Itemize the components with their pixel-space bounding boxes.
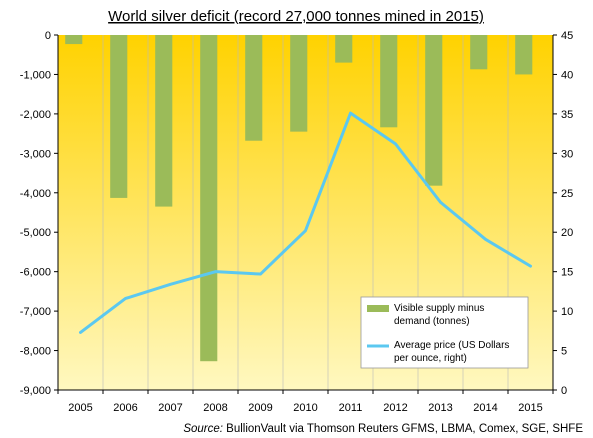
right-tick-label: 25 [561,188,573,200]
bar-2005 [65,35,83,45]
right-axis-ticks: 45 40 35 30 25 20 15 10 5 0 [553,30,573,397]
right-tick-label: 0 [561,385,567,397]
axes [57,35,554,391]
bar-2012 [380,35,398,128]
left-tick-label: -1,000 [20,69,51,81]
left-tick-label: -7,000 [20,306,51,318]
source-prefix: Source: [183,423,223,435]
x-tick-label-2007: 2007 [158,402,182,414]
legend-bar-label-2: demand (tonnes) [394,316,470,327]
right-tick-label: 45 [561,30,573,42]
legend-bar-swatch [367,305,389,312]
right-tick-label: 10 [561,306,573,318]
x-axis-ticks: 2005 2006 2007 2008 2009 2010 2011 2012 2013 2014… [57,390,554,414]
left-tick-label: -8,000 [20,346,51,358]
x-tick-label-2011: 2011 [339,402,363,414]
bar-2006 [110,35,128,198]
x-tick-label-2005: 2005 [68,402,92,414]
left-axis-ticks: 0 -1,000 -2,000 -3,000 -4,000 -5,000 -6,000 -7,… [20,30,58,397]
right-tick-label: 30 [561,148,573,160]
bar-2009 [245,35,263,141]
x-tick-label-2015: 2015 [518,402,542,414]
right-tick-label: 40 [561,69,573,81]
left-tick-label: 0 [45,30,51,42]
x-tick-label-2013: 2013 [428,402,452,414]
source-text: BullionVault via Thomson Reuters GFMS, L… [223,423,583,435]
legend: Visible supply minus demand (tonnes) Ave… [360,296,529,369]
x-tick-label-2012: 2012 [383,402,407,414]
chart-title: World silver deficit (record 27,000 tonn… [108,8,484,25]
legend-line-label-2: per ounce, right) [394,353,467,364]
bar-2007 [155,35,173,207]
bar-2010 [290,35,308,132]
left-tick-label: -6,000 [20,267,51,279]
left-tick-label: -9,000 [20,385,51,397]
bar-2014 [470,35,488,70]
x-tick-label-2006: 2006 [113,402,137,414]
source-note: Source: BullionVault via Thomson Reuters… [183,423,583,435]
bar-2013 [425,35,443,186]
right-tick-label: 35 [561,109,573,121]
right-tick-label: 15 [561,267,573,279]
x-tick-label-2010: 2010 [293,402,317,414]
left-tick-label: -2,000 [20,109,51,121]
price-line [79,111,532,334]
bar-2011 [335,35,353,63]
left-tick-label: -4,000 [20,188,51,200]
x-tick-label-2014: 2014 [473,402,497,414]
x-tick-label-2009: 2009 [248,402,272,414]
legend-line-label-1: Average price (US Dollars [394,340,509,351]
legend-bar-label-1: Visible supply minus [394,303,484,314]
x-tick-label-2008: 2008 [203,402,227,414]
bar-2015 [515,35,533,75]
bar-2008 [200,35,218,362]
right-tick-label: 20 [561,227,573,239]
line-series [79,111,532,334]
left-tick-label: -3,000 [20,148,51,160]
left-tick-label: -5,000 [20,227,51,239]
bar-series [65,35,533,362]
right-tick-label: 5 [561,346,567,358]
